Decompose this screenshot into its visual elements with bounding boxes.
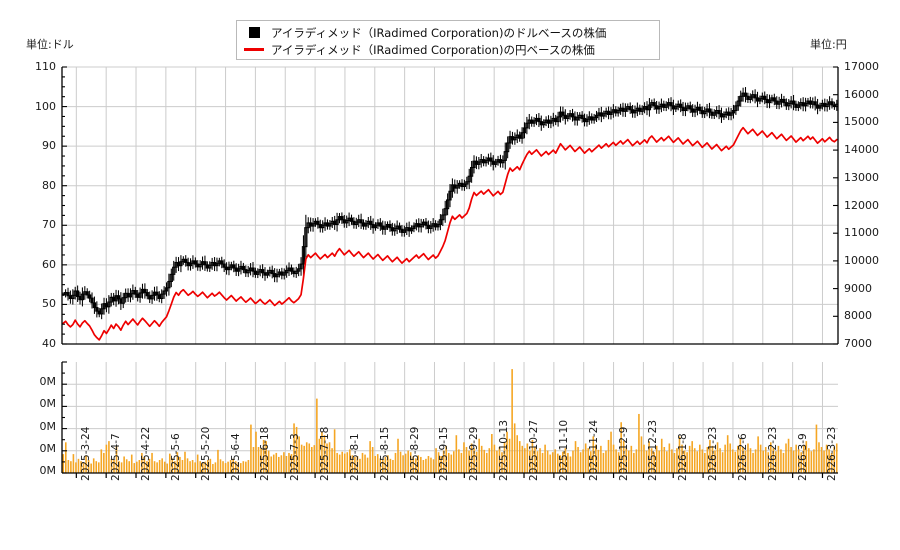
- left-axis-tick: 40: [42, 337, 56, 350]
- x-axis-tick: 2026-2-6: [736, 433, 749, 481]
- left-axis-tick: 50: [42, 297, 56, 311]
- x-axis-tick: 2025-9-15: [438, 426, 451, 481]
- volume-axis-tick: 0M: [39, 375, 57, 389]
- right-axis-tick: 11000: [844, 226, 879, 240]
- x-axis-tick: 2025-4-22: [140, 426, 153, 481]
- left-axis-tick: 70: [42, 218, 56, 232]
- x-axis-tick: 2025-5-20: [199, 426, 212, 481]
- x-axis-tick: 2025-8-15: [378, 426, 391, 481]
- x-axis-tick: 2025-10-27: [528, 419, 541, 481]
- x-axis-tick: 2025-11-24: [587, 419, 600, 481]
- legend-label-usd: アイラディメッド（IRadimed Corporation)のドルベースの株価: [271, 25, 607, 40]
- x-axis-tick: 2025-4-7: [110, 433, 123, 481]
- right-axis-tick: 14000: [844, 143, 879, 157]
- x-axis-tick: 2025-11-10: [557, 419, 570, 481]
- volume-axis-tick: 0M: [39, 441, 57, 455]
- left-axis-tick: 110: [35, 60, 56, 73]
- x-axis-tick: 2025-8-29: [408, 426, 421, 481]
- left-axis-tick: 90: [42, 139, 56, 153]
- right-axis-tick: 13000: [844, 170, 879, 184]
- right-axis-tick: 16000: [844, 87, 879, 101]
- right-axis-tick: 10000: [844, 253, 879, 267]
- x-axis-tick: 2025-9-29: [468, 426, 481, 481]
- right-axis-unit-label: 単位:円: [810, 38, 847, 51]
- left-axis-unit-label: 単位:ドル: [26, 38, 74, 51]
- chart-legend: アイラディメッド（IRadimed Corporation)のドルベースの株価 …: [236, 20, 660, 60]
- volume-axis-tick: 0M: [39, 397, 57, 411]
- x-axis-tick: 2025-6-18: [259, 426, 272, 481]
- line-marker-icon: [243, 48, 265, 51]
- x-axis-tick: 2026-1-23: [707, 426, 720, 481]
- x-axis-tick: 2026-2-23: [766, 426, 779, 481]
- x-axis-tick: 2025-8-1: [348, 433, 361, 481]
- x-axis-tick: 2025-12-9: [617, 426, 630, 481]
- x-axis-tick: 2026-3-23: [826, 426, 839, 481]
- right-axis-tick: 7000: [844, 337, 872, 350]
- volume-axis-tick: 0M: [39, 419, 57, 433]
- right-axis-tick: 12000: [844, 198, 879, 212]
- left-axis-tick: 100: [35, 99, 56, 113]
- x-axis-tick: 2025-5-6: [169, 433, 182, 481]
- x-axis-tick: 2025-12-23: [647, 419, 660, 481]
- filled-square-icon: [243, 27, 265, 38]
- right-axis-tick: 9000: [844, 281, 872, 295]
- x-axis-tick: 2026-1-8: [677, 433, 690, 481]
- right-axis-tick: 8000: [844, 309, 872, 323]
- x-axis-tick: 2025-7-3: [289, 433, 302, 481]
- x-axis-tick: 2025-6-4: [229, 433, 242, 481]
- left-axis-tick: 80: [42, 178, 56, 192]
- x-axis-tick: 2026-3-9: [796, 433, 809, 481]
- legend-label-jpy: アイラディメッド（IRadimed Corporation)の円ベースの株価: [271, 42, 595, 57]
- volume-axis-tick: 0M: [39, 464, 57, 477]
- right-axis-tick: 17000: [844, 60, 879, 73]
- right-axis-tick: 15000: [844, 115, 879, 129]
- x-axis-tick: 2025-10-13: [498, 419, 511, 481]
- legend-item-jpy: アイラディメッド（IRadimed Corporation)の円ベースの株価: [243, 41, 653, 58]
- legend-item-usd: アイラディメッド（IRadimed Corporation)のドルベースの株価: [243, 24, 653, 41]
- x-axis-tick: 2025-7-18: [319, 426, 332, 481]
- x-axis-tick: 2025-3-24: [80, 426, 93, 481]
- left-axis-tick: 60: [42, 257, 56, 271]
